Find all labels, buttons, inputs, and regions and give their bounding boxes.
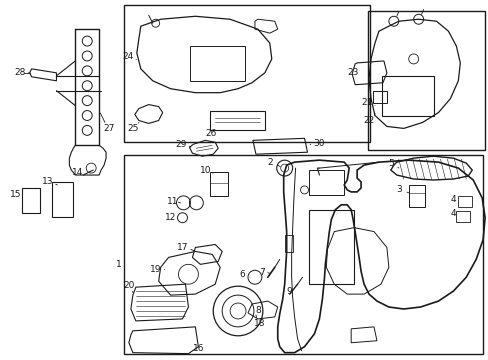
Text: 17: 17 xyxy=(176,243,188,252)
Text: 20: 20 xyxy=(123,281,134,290)
Text: 16: 16 xyxy=(192,344,203,353)
Text: 26: 26 xyxy=(205,129,217,138)
Bar xyxy=(309,170,344,195)
Text: 11: 11 xyxy=(166,197,178,206)
Bar xyxy=(381,76,433,116)
Text: 10: 10 xyxy=(199,166,211,175)
Text: 21: 21 xyxy=(361,98,372,107)
Bar xyxy=(372,91,386,103)
Text: 22: 22 xyxy=(363,116,374,125)
Text: 12: 12 xyxy=(164,213,176,222)
Bar xyxy=(455,211,469,222)
Text: 24: 24 xyxy=(122,53,133,62)
Text: 1: 1 xyxy=(116,260,122,269)
Text: 4: 4 xyxy=(449,209,455,218)
Text: 27: 27 xyxy=(103,124,115,133)
Bar xyxy=(309,210,353,284)
Text: 3: 3 xyxy=(395,185,401,194)
Text: 28: 28 xyxy=(14,68,25,77)
Text: 5: 5 xyxy=(387,159,393,168)
Bar xyxy=(190,46,244,81)
Text: 13: 13 xyxy=(41,177,53,186)
Text: 25: 25 xyxy=(127,124,138,133)
Bar xyxy=(408,185,424,207)
Bar xyxy=(51,182,73,217)
Text: 4: 4 xyxy=(449,195,455,204)
Text: 19: 19 xyxy=(150,265,161,274)
Bar xyxy=(123,5,369,142)
Text: 7: 7 xyxy=(259,268,264,277)
Bar xyxy=(210,111,264,130)
Bar xyxy=(210,172,228,196)
Text: 29: 29 xyxy=(176,140,187,149)
Text: 2: 2 xyxy=(266,158,272,167)
Bar xyxy=(284,235,292,252)
Text: 15: 15 xyxy=(10,190,21,199)
Bar xyxy=(457,196,471,207)
Text: 30: 30 xyxy=(313,139,325,148)
Text: 23: 23 xyxy=(347,68,358,77)
Text: 6: 6 xyxy=(239,270,244,279)
Text: 8: 8 xyxy=(255,306,260,315)
Text: 14: 14 xyxy=(71,167,83,176)
Text: 9: 9 xyxy=(286,287,292,296)
Text: 18: 18 xyxy=(254,319,265,328)
Bar xyxy=(21,188,40,213)
Bar xyxy=(123,155,482,354)
Bar xyxy=(367,11,484,150)
